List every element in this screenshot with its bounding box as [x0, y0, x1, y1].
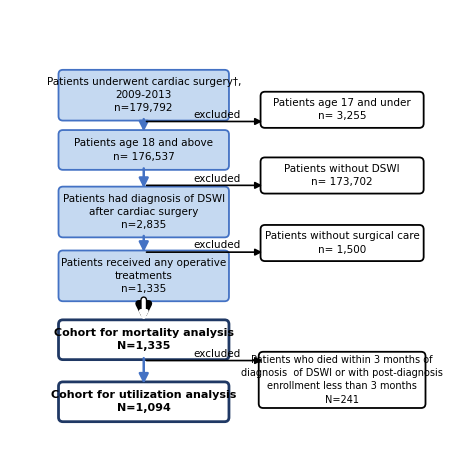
Text: Patients received any operative
treatments
n=1,335: Patients received any operative treatmen… — [61, 258, 227, 294]
Text: excluded: excluded — [193, 349, 241, 359]
Text: excluded: excluded — [193, 173, 241, 183]
Text: Patients age 18 and above
n= 176,537: Patients age 18 and above n= 176,537 — [74, 138, 213, 162]
FancyBboxPatch shape — [259, 352, 426, 408]
Text: Patients who died within 3 months of
diagnosis  of DSWI or with post-diagnosis
e: Patients who died within 3 months of dia… — [241, 355, 443, 405]
Text: excluded: excluded — [193, 240, 241, 250]
Text: Patients age 17 and under
n= 3,255: Patients age 17 and under n= 3,255 — [273, 98, 411, 121]
Text: Patients had diagnosis of DSWI
after cardiac surgery
n=2,835: Patients had diagnosis of DSWI after car… — [63, 194, 225, 230]
FancyBboxPatch shape — [58, 187, 229, 237]
FancyBboxPatch shape — [261, 225, 424, 261]
FancyBboxPatch shape — [58, 130, 229, 170]
Text: Patients underwent cardiac surgery†,
2009-2013
n=179,792: Patients underwent cardiac surgery†, 200… — [46, 77, 241, 113]
FancyBboxPatch shape — [58, 70, 229, 120]
Text: Patients without surgical care
n= 1,500: Patients without surgical care n= 1,500 — [265, 231, 419, 255]
FancyBboxPatch shape — [261, 157, 424, 193]
FancyBboxPatch shape — [58, 382, 229, 422]
FancyBboxPatch shape — [261, 92, 424, 128]
Text: Cohort for mortality analysis
N=1,335: Cohort for mortality analysis N=1,335 — [54, 328, 234, 351]
Text: excluded: excluded — [193, 109, 241, 119]
Text: Cohort for utilization analysis
N=1,094: Cohort for utilization analysis N=1,094 — [51, 390, 237, 413]
Text: Patients without DSWI
n= 173,702: Patients without DSWI n= 173,702 — [284, 164, 400, 187]
FancyBboxPatch shape — [58, 250, 229, 301]
FancyBboxPatch shape — [58, 320, 229, 360]
